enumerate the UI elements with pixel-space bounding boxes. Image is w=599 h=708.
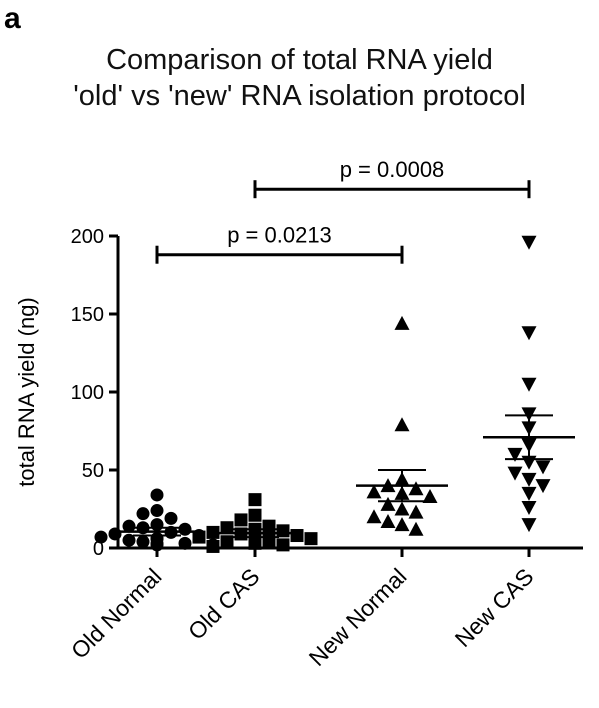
y-tick-label: 100 — [71, 382, 104, 404]
x-tick-label: Old CAS — [183, 563, 265, 645]
data-point — [122, 533, 136, 547]
data-point — [521, 377, 537, 392]
data-point — [521, 472, 537, 487]
data-point — [521, 235, 537, 250]
data-point — [521, 407, 537, 422]
data-point — [290, 529, 304, 543]
significance-brackets: p = 0.0213 p = 0.0008 — [155, 157, 531, 264]
data-point — [164, 511, 178, 525]
chart-title-line-2: 'old' vs 'new' RNA isolation protocol — [73, 80, 526, 112]
data-point — [136, 507, 150, 521]
data-point — [394, 315, 410, 330]
data-point — [276, 538, 290, 552]
data-point — [178, 536, 192, 550]
data-point — [507, 466, 523, 481]
data-point — [136, 535, 150, 549]
y-tick-label: 50 — [82, 460, 104, 482]
data-point — [521, 500, 537, 515]
data-point — [422, 489, 438, 504]
data-point — [94, 530, 108, 544]
y-tick-label: 150 — [71, 304, 104, 326]
axes — [116, 236, 583, 550]
data-point — [521, 486, 537, 501]
x-tick-label: Old Normal — [66, 563, 167, 664]
data-point — [234, 513, 248, 527]
data-point — [248, 493, 262, 507]
data-point — [192, 530, 206, 544]
data-point — [366, 509, 382, 524]
data-point — [248, 508, 262, 522]
data-point — [380, 513, 396, 528]
x-tick-label: New CAS — [450, 563, 539, 652]
x-tick-label: New Normal — [304, 563, 412, 671]
mean-sem-bars — [111, 414, 575, 539]
data-point — [394, 501, 410, 516]
data-point — [394, 417, 410, 432]
data-point — [380, 496, 396, 511]
data-point — [122, 519, 136, 533]
y-tick-label: 0 — [93, 538, 104, 560]
x-ticks: Old Normal Old CAS New Normal New CAS — [66, 548, 539, 671]
p-value-label: p = 0.0008 — [340, 157, 445, 182]
data-point — [408, 504, 424, 519]
panel-label: a — [4, 2, 21, 35]
data-point — [220, 535, 234, 549]
data-point — [220, 521, 234, 535]
data-points — [94, 235, 551, 553]
data-point — [150, 504, 164, 518]
data-point — [262, 533, 276, 547]
data-point — [521, 518, 537, 533]
y-axis-label: total RNA yield (ng) — [14, 297, 39, 487]
y-tick-label: 200 — [71, 226, 104, 248]
data-point — [206, 539, 220, 553]
data-point — [521, 326, 537, 341]
data-point — [276, 524, 290, 538]
data-point — [262, 519, 276, 533]
data-point — [108, 527, 122, 541]
data-point — [366, 484, 382, 499]
data-point — [408, 521, 424, 536]
data-point — [535, 460, 551, 475]
data-point — [535, 479, 551, 494]
data-point — [304, 532, 318, 546]
chart-title-line-1: Comparison of total RNA yield — [106, 44, 493, 76]
data-point — [408, 481, 424, 496]
data-point — [178, 522, 192, 536]
y-ticks: 0 50 100 150 200 — [71, 226, 118, 560]
data-point — [507, 447, 523, 462]
p-value-label: p = 0.0213 — [227, 223, 332, 248]
data-point — [394, 517, 410, 532]
data-point — [150, 488, 164, 502]
